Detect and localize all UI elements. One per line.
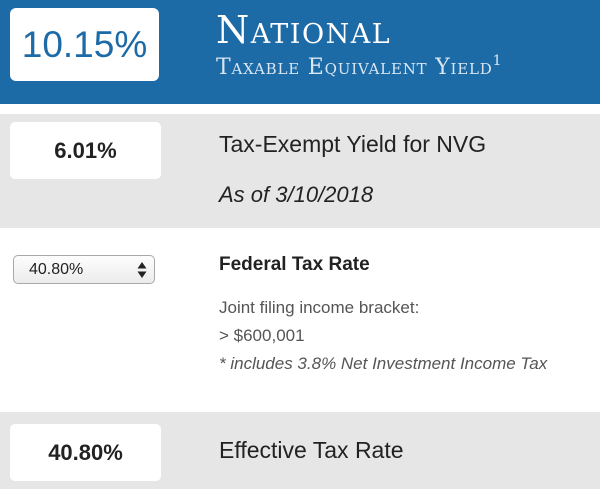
bracket-label: Joint filing income bracket: [219, 298, 420, 317]
federal-tax-rate-select[interactable]: 40.80% [13, 255, 155, 284]
header-subtitle: Taxable Equivalent Yield1 [216, 54, 502, 82]
header-title: National [216, 8, 392, 52]
effective-tax-rate-label: Effective Tax Rate [219, 437, 404, 463]
federal-tax-rate-title: Federal Tax Rate [219, 254, 370, 275]
up-down-arrows-icon [137, 262, 147, 278]
federal-tax-rate-selected: 40.80% [29, 261, 84, 278]
footnote-marker: 1 [492, 53, 503, 69]
as-of-date: As of 3/10/2018 [219, 182, 374, 207]
header-subtitle-text: Taxable Equivalent Yield [216, 55, 493, 80]
bracket-value: > $600,001 [219, 326, 305, 345]
tax-exempt-yield-value: 6.01% [10, 122, 161, 179]
tax-exempt-yield-label: Tax-Exempt Yield for NVG [219, 131, 487, 157]
taxable-equivalent-yield-value: 10.15% [10, 8, 159, 81]
niit-note: * includes 3.8% Net Investment Income Ta… [219, 354, 548, 373]
effective-tax-rate-value: 40.80% [10, 424, 161, 481]
